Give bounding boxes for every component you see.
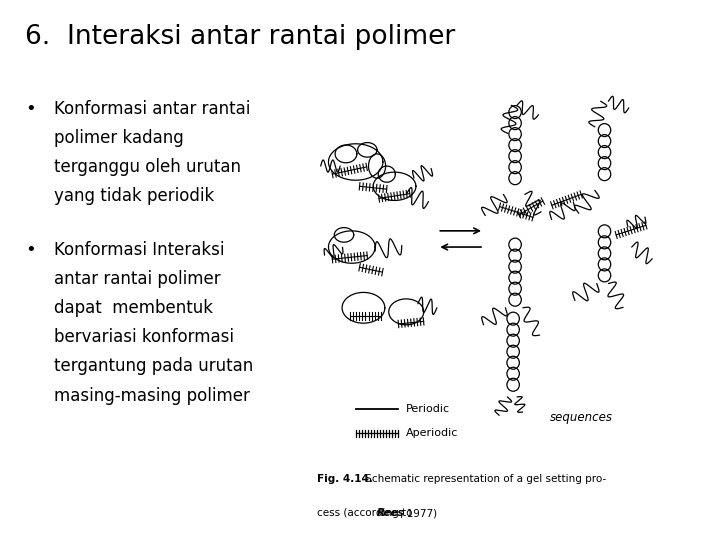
Text: sequences: sequences: [550, 410, 613, 424]
Text: tergantung pada urutan: tergantung pada urutan: [54, 357, 253, 375]
Text: masing-masing polimer: masing-masing polimer: [54, 387, 250, 404]
Text: bervariasi konformasi: bervariasi konformasi: [54, 328, 234, 346]
Text: polimer kadang: polimer kadang: [54, 129, 184, 147]
Text: yang tidak periodik: yang tidak periodik: [54, 187, 215, 205]
Text: cess (according to: cess (according to: [317, 508, 415, 518]
Text: dapat  membentuk: dapat membentuk: [54, 299, 213, 317]
Text: Konformasi antar rantai: Konformasi antar rantai: [54, 100, 251, 118]
Text: antar rantai polimer: antar rantai polimer: [54, 270, 220, 288]
Text: , 1977): , 1977): [400, 508, 437, 518]
Text: Rees: Rees: [377, 508, 405, 518]
Text: •: •: [25, 241, 36, 259]
Text: •: •: [25, 100, 36, 118]
Text: Aperiodic: Aperiodic: [406, 428, 459, 438]
Text: Schematic representation of a gel setting pro-: Schematic representation of a gel settin…: [361, 474, 606, 484]
Text: Fig. 4.14.: Fig. 4.14.: [317, 474, 373, 484]
Text: Konformasi Interaksi: Konformasi Interaksi: [54, 241, 225, 259]
Text: terganggu oleh urutan: terganggu oleh urutan: [54, 158, 241, 176]
Text: Periodic: Periodic: [406, 404, 450, 414]
Text: 6.  Interaksi antar rantai polimer: 6. Interaksi antar rantai polimer: [25, 24, 456, 50]
